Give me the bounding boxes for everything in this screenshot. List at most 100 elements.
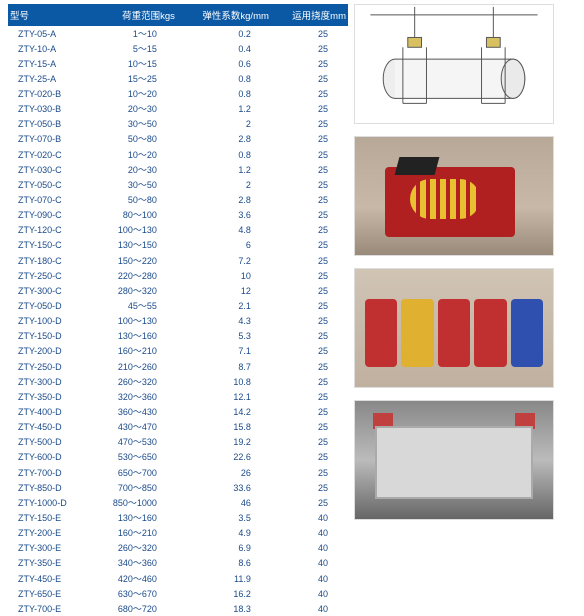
cell: 25 bbox=[271, 329, 348, 344]
cell: 260～320 bbox=[89, 541, 177, 556]
table-row: ZTY-05-A1～100.225 bbox=[8, 26, 348, 41]
cell: 5.3 bbox=[177, 329, 271, 344]
cell: 25 bbox=[271, 177, 348, 192]
cell: 12 bbox=[177, 283, 271, 298]
cell: 25 bbox=[271, 268, 348, 283]
cell: 25 bbox=[271, 359, 348, 374]
cell: 2 bbox=[177, 177, 271, 192]
table-row: ZTY-070-B50～802.825 bbox=[8, 132, 348, 147]
cell: 8.6 bbox=[177, 556, 271, 571]
table-row: ZTY-700-E680～72018.340 bbox=[8, 601, 348, 616]
cell: 280～320 bbox=[89, 283, 177, 298]
photo-plate bbox=[354, 400, 554, 520]
table-row: ZTY-070-C50～802.825 bbox=[8, 193, 348, 208]
cell: 430～470 bbox=[89, 420, 177, 435]
cell: ZTY-400-D bbox=[8, 405, 89, 420]
cell: 80～100 bbox=[89, 208, 177, 223]
cell: 25 bbox=[271, 26, 348, 41]
table-row: ZTY-700-D650～7002625 bbox=[8, 465, 348, 480]
cell: 0.6 bbox=[177, 56, 271, 71]
diagram-mounting bbox=[354, 4, 554, 124]
cell: 40 bbox=[271, 511, 348, 526]
cell: ZTY-600-D bbox=[8, 450, 89, 465]
cell: 30～50 bbox=[89, 117, 177, 132]
table-row: ZTY-850-D700～85033.625 bbox=[8, 480, 348, 495]
table-row: ZTY-020-C10～200.825 bbox=[8, 147, 348, 162]
cell: 10 bbox=[177, 268, 271, 283]
cell: 10.8 bbox=[177, 374, 271, 389]
col-model: 型号 bbox=[8, 4, 89, 26]
cell: 25 bbox=[271, 132, 348, 147]
cell: ZTY-090-C bbox=[8, 208, 89, 223]
table-row: ZTY-300-C280～3201225 bbox=[8, 283, 348, 298]
cell: ZTY-150-E bbox=[8, 511, 89, 526]
cell: 25 bbox=[271, 314, 348, 329]
table-row: ZTY-150-E130～1603.540 bbox=[8, 511, 348, 526]
cell: ZTY-030-B bbox=[8, 102, 89, 117]
cell: 420～460 bbox=[89, 571, 177, 586]
cell: 50～80 bbox=[89, 193, 177, 208]
cell: ZTY-25-A bbox=[8, 71, 89, 86]
col-load: 荷重范围kgs bbox=[89, 4, 177, 26]
cell: 25 bbox=[271, 465, 348, 480]
col-deflection: 运用挠度mm bbox=[271, 4, 348, 26]
cell: 25 bbox=[271, 147, 348, 162]
table-row: ZTY-050-C30～50225 bbox=[8, 177, 348, 192]
spec-table-container: 型号 荷重范围kgs 弹性系数kg/mm 运用挠度mm ZTY-05-A1～10… bbox=[0, 0, 350, 576]
cell: 40 bbox=[271, 586, 348, 601]
photo-single-isolator bbox=[354, 136, 554, 256]
table-row: ZTY-450-D430～47015.825 bbox=[8, 420, 348, 435]
cell: 160～210 bbox=[89, 526, 177, 541]
table-row: ZTY-120-C100～1304.825 bbox=[8, 223, 348, 238]
table-row: ZTY-200-E160～2104.940 bbox=[8, 526, 348, 541]
cell: ZTY-180-C bbox=[8, 253, 89, 268]
cell: 470～530 bbox=[89, 435, 177, 450]
cell: 50～80 bbox=[89, 132, 177, 147]
cell: 22.6 bbox=[177, 450, 271, 465]
cell: ZTY-350-D bbox=[8, 389, 89, 404]
cell: 7.1 bbox=[177, 344, 271, 359]
table-row: ZTY-450-E420～46011.940 bbox=[8, 571, 348, 586]
cell: ZTY-450-D bbox=[8, 420, 89, 435]
cell: 40 bbox=[271, 556, 348, 571]
cell: 530～650 bbox=[89, 450, 177, 465]
cell: 4.8 bbox=[177, 223, 271, 238]
cell: 25 bbox=[271, 450, 348, 465]
cell: 25 bbox=[271, 223, 348, 238]
table-header-row: 型号 荷重范围kgs 弹性系数kg/mm 运用挠度mm bbox=[8, 4, 348, 26]
cell: 700～850 bbox=[89, 480, 177, 495]
cell: 18.3 bbox=[177, 601, 271, 616]
cell: 15～25 bbox=[89, 71, 177, 86]
cell: ZTY-020-B bbox=[8, 87, 89, 102]
table-row: ZTY-300-D260～32010.825 bbox=[8, 374, 348, 389]
cell: ZTY-350-E bbox=[8, 556, 89, 571]
cell: ZTY-700-E bbox=[8, 601, 89, 616]
cell: 25 bbox=[271, 420, 348, 435]
photo-isolator-row bbox=[354, 268, 554, 388]
cell: ZTY-250-C bbox=[8, 268, 89, 283]
cell: 320～360 bbox=[89, 389, 177, 404]
cell: 25 bbox=[271, 71, 348, 86]
table-row: ZTY-1000-D850～10004625 bbox=[8, 495, 348, 510]
cell: 650～700 bbox=[89, 465, 177, 480]
cell: 33.6 bbox=[177, 480, 271, 495]
table-row: ZTY-150-C130～150625 bbox=[8, 238, 348, 253]
cell: 25 bbox=[271, 102, 348, 117]
cell: 16.2 bbox=[177, 586, 271, 601]
cell: ZTY-070-B bbox=[8, 132, 89, 147]
cell: ZTY-650-E bbox=[8, 586, 89, 601]
cell: 1.2 bbox=[177, 162, 271, 177]
cell: ZTY-150-D bbox=[8, 329, 89, 344]
table-row: ZTY-300-E260～3206.940 bbox=[8, 541, 348, 556]
cell: ZTY-200-E bbox=[8, 526, 89, 541]
cell: 25 bbox=[271, 344, 348, 359]
table-row: ZTY-150-D130～1605.325 bbox=[8, 329, 348, 344]
cell: 40 bbox=[271, 601, 348, 616]
cell: 160～210 bbox=[89, 344, 177, 359]
cell: 25 bbox=[271, 435, 348, 450]
cell: ZTY-020-C bbox=[8, 147, 89, 162]
table-row: ZTY-050-B30～50225 bbox=[8, 117, 348, 132]
cell: 19.2 bbox=[177, 435, 271, 450]
cell: 100～130 bbox=[89, 223, 177, 238]
cell: 11.9 bbox=[177, 571, 271, 586]
